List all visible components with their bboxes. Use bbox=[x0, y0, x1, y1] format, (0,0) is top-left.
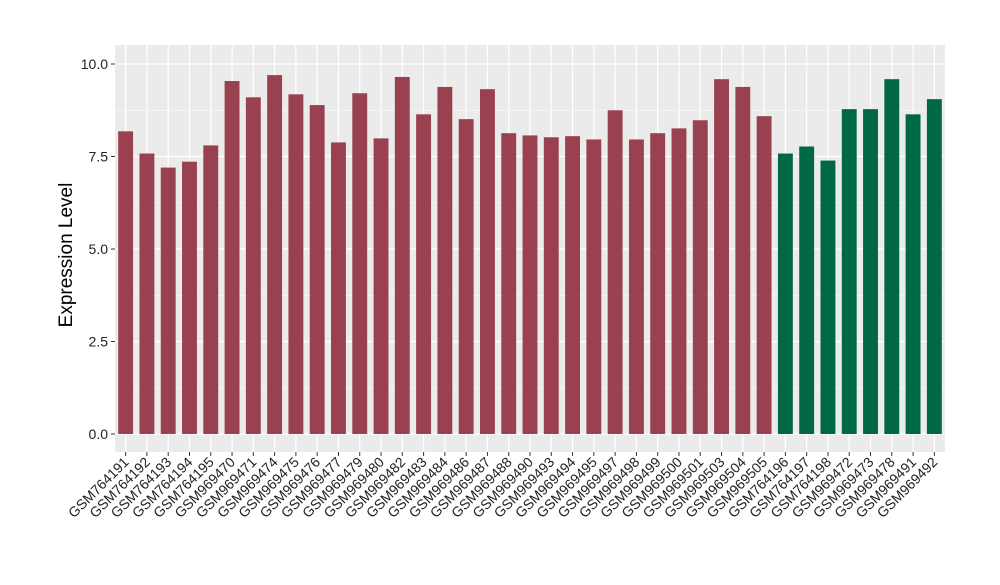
bar bbox=[501, 133, 517, 434]
bar bbox=[118, 131, 134, 434]
bar bbox=[565, 136, 581, 434]
bar bbox=[905, 114, 921, 434]
y-axis-label: Expression Level bbox=[56, 183, 77, 328]
bar bbox=[714, 79, 729, 435]
bar bbox=[799, 146, 815, 434]
bar bbox=[182, 161, 197, 434]
y-tick-label: 5.0 bbox=[89, 241, 109, 257]
bar bbox=[309, 105, 325, 434]
bar bbox=[926, 99, 942, 435]
bar bbox=[416, 114, 432, 434]
bar bbox=[607, 110, 623, 434]
y-tick-label: 0.0 bbox=[89, 426, 109, 442]
bar bbox=[756, 116, 772, 435]
bar bbox=[543, 137, 559, 434]
bar bbox=[160, 167, 176, 434]
bar bbox=[203, 145, 219, 434]
bar bbox=[139, 153, 155, 435]
bar bbox=[224, 81, 240, 435]
bar bbox=[884, 79, 900, 435]
bar bbox=[586, 139, 602, 435]
bar bbox=[735, 86, 751, 434]
bar bbox=[437, 86, 453, 434]
bar bbox=[841, 109, 857, 434]
bar bbox=[331, 142, 346, 434]
bar bbox=[373, 138, 389, 434]
bar bbox=[479, 89, 495, 434]
bar bbox=[692, 120, 708, 435]
y-tick-label: 10.0 bbox=[81, 56, 108, 72]
bar bbox=[267, 75, 283, 434]
bar bbox=[458, 119, 474, 434]
bar bbox=[777, 153, 793, 435]
bar bbox=[288, 94, 304, 434]
bar bbox=[522, 135, 538, 434]
bar bbox=[650, 133, 666, 434]
bar bbox=[671, 128, 687, 434]
y-tick-label: 7.5 bbox=[89, 149, 109, 165]
bar bbox=[863, 109, 878, 434]
bar bbox=[628, 139, 644, 435]
bar bbox=[245, 97, 261, 435]
y-tick-label: 2.5 bbox=[89, 334, 109, 350]
bar bbox=[820, 160, 836, 434]
bar bbox=[352, 93, 368, 434]
bar bbox=[394, 76, 410, 434]
